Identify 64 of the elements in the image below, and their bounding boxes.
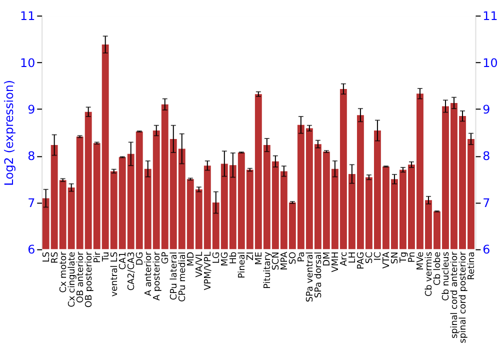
x-tick-label: RS [50,251,60,264]
x-tick-label: A anterior [144,251,154,296]
x-tick-label: Pir [92,251,103,264]
x-tick-label: Cx motor [58,251,69,293]
x-tick-label: VA/VL [194,252,205,278]
x-tick-label: Arc [339,252,350,266]
x-tick-label: Pituitary [262,252,273,289]
y-tick-label: 6 [28,242,36,257]
x-tick-label: MPA [280,250,290,270]
x-tick-label: Pa [296,252,307,262]
x-tick-label: CA1 [118,252,128,270]
x-tick-label: Tg [398,252,409,264]
x-tick-label: CPu medial [178,252,188,302]
x-tick-label: OB posterior [84,251,94,308]
x-tick-label: MG [220,252,230,266]
x-tick-label: OB anterior [76,251,86,303]
x-tick-label: VTA [382,250,392,269]
x-tick-label: Hb [228,251,239,264]
x-tick-label: LG [212,252,222,264]
y2-tick-label: 7 [482,196,490,210]
x-tick-label: ZI [246,252,256,260]
x-tick-label: ME [254,251,264,266]
x-tick-label: GP [160,251,171,264]
x-tick-label: Retina [466,252,477,280]
x-tick-label: A posterior [152,251,162,301]
y-tick-label: 7 [28,196,36,210]
x-tick-label: spinal cord posterior [458,251,468,344]
x-tick-label: SC [364,252,375,264]
x-tick-label: Cb nucleus [441,251,452,301]
x-tick-label: VPM/VPL [203,252,214,290]
x-tick-label: CPu lateral [169,252,180,300]
x-tick-label: SO [288,252,298,264]
y2-tick-label: 9 [482,102,490,116]
x-tick-label: LH [348,252,358,264]
y-tick-label: 9 [28,102,36,116]
x-tick-label: Cb lobe [432,252,443,286]
x-tick-label: ventral LS [110,251,120,297]
y2-tick-label: 6 [482,242,490,257]
x-tick-label: Cb vermis [424,251,434,296]
y-tick-label: 8 [28,149,36,164]
x-tick-label: spinal cord anterior [450,251,460,339]
x-tick-label: IC [373,252,384,261]
y2-tick-label: 8 [482,149,490,164]
x-tick-label: VMH [330,252,341,272]
x-tick-label: DG [135,252,146,266]
x-tick-label: Pineal [237,252,248,278]
x-tick-label: CA2/CA3 [126,252,137,291]
x-tick-label: MD [186,252,196,266]
x-tick-label: Cx cingulate [67,252,78,308]
y2-tick-label: 11 [482,9,498,24]
x-tick-label: DM [322,252,332,266]
x-tick-label: Pn [407,252,418,263]
y-tick-label: 10 [20,56,36,70]
x-tick-label: SN [390,252,400,264]
x-tick-label: SPa ventral [305,252,316,302]
x-tick-label: SCN [271,252,282,270]
x-tick-label: SPa dorsal [314,252,324,298]
x-tick-label: MVe [416,252,426,270]
x-tick-label: Tu [101,252,112,262]
y-axis-title: Log2 (expression) [2,80,16,186]
x-tick-label: PAG [356,252,366,270]
x-tick-label: LS [42,251,52,262]
y2-tick-label: 10 [482,56,498,70]
y-tick-label: 11 [20,9,36,24]
